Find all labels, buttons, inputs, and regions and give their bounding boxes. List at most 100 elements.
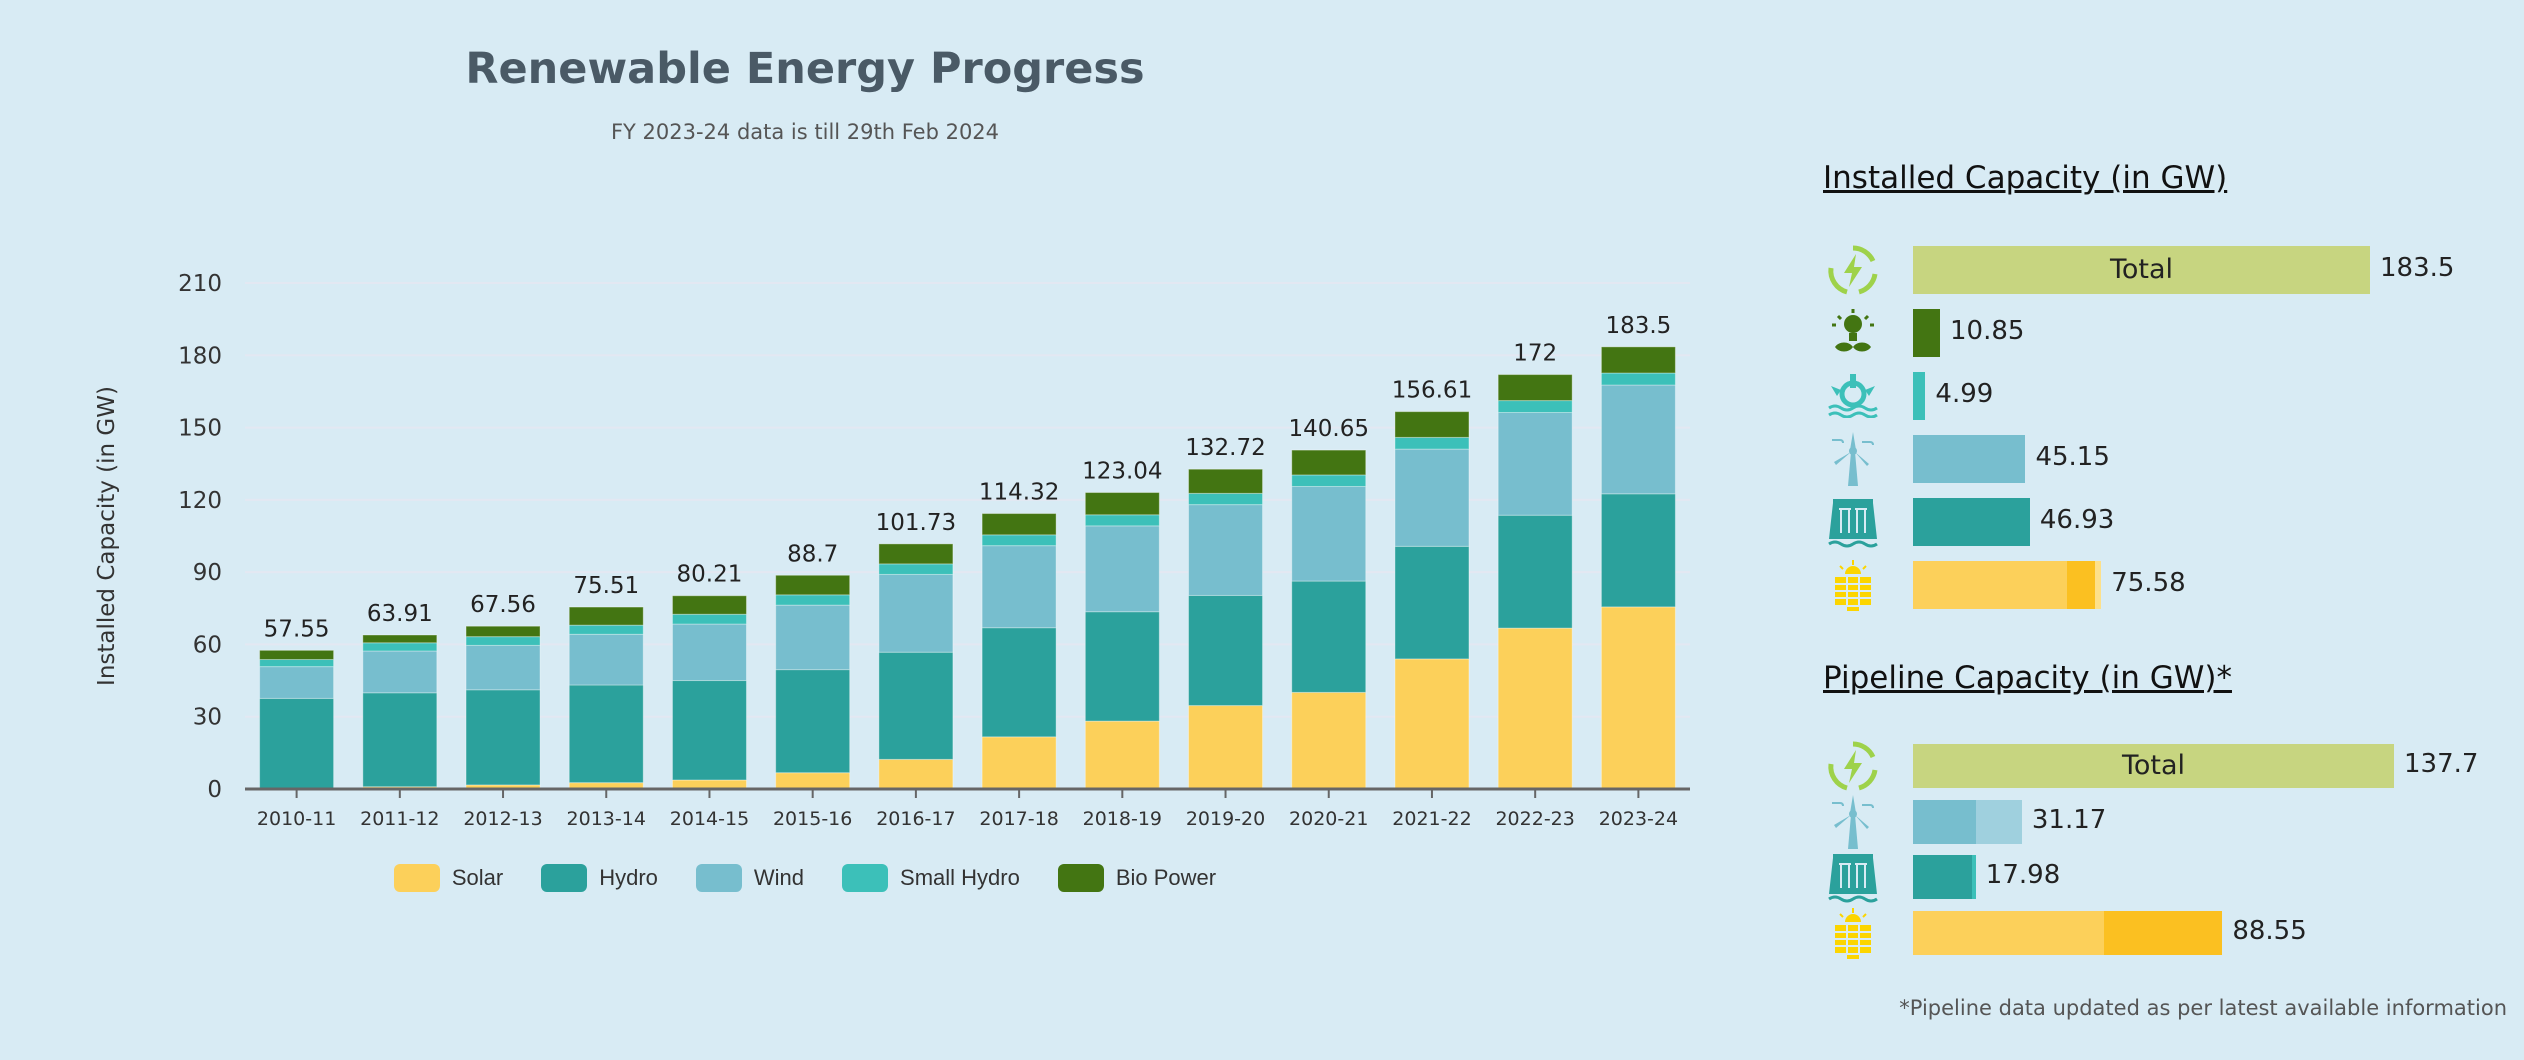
- legend-label: Bio Power: [1115, 865, 1217, 890]
- chart-legend: Solar Hydro Wind Small Hydro Bio Power: [0, 864, 1610, 892]
- bar-segment-hydro: [1497, 514, 1573, 629]
- y-tick-label: 150: [178, 416, 222, 442]
- capacity-row: 31.17: [1823, 794, 2106, 849]
- bar-segment-solar: [1394, 658, 1470, 790]
- capacity-value: 88.55: [2232, 915, 2307, 946]
- bar-segment-solar: [1188, 705, 1264, 790]
- bar-segment-small-hydro: [1291, 474, 1367, 487]
- bar-segment: [1975, 799, 2022, 844]
- x-tick-label: 2022-23: [1495, 808, 1574, 830]
- capacity-row: 10.85: [1823, 309, 2024, 357]
- pipeline-capacity-title: Pipeline Capacity (in GW)*: [1823, 660, 2232, 696]
- bar-segment-bio-power: [1291, 449, 1367, 476]
- bar-segment: [1913, 561, 2068, 609]
- bar-segment-small-hydro: [259, 659, 335, 668]
- bar-segment: [1913, 435, 2026, 483]
- bar-segment-small-hydro: [1084, 514, 1160, 527]
- bar-segment: [1913, 799, 1976, 844]
- legend-item[interactable]: Solar: [393, 864, 504, 892]
- capacity-value: 45.15: [2035, 442, 2110, 472]
- bar-segment: [2067, 561, 2095, 609]
- total-data-label: 57.55: [264, 616, 330, 642]
- legend-label: Solar: [451, 865, 504, 890]
- x-tick-label: 2016-17: [876, 808, 955, 830]
- bar-segment-hydro: [1600, 493, 1676, 608]
- capacity-row: 46.93: [1823, 498, 2114, 548]
- x-tick-label: 2014-15: [670, 808, 749, 830]
- bar-segment-solar: [1497, 627, 1573, 790]
- capacity-value: 46.93: [2039, 505, 2115, 535]
- bar-segment-bio-power: [259, 649, 335, 661]
- bar-segment-bio-power: [568, 606, 644, 626]
- bar-segment-hydro: [465, 689, 541, 786]
- bar-segment-small-hydro: [1188, 492, 1264, 506]
- bar-segment-hydro: [671, 680, 747, 781]
- legend-item[interactable]: Hydro: [541, 864, 658, 892]
- bar-segment-wind: [981, 545, 1057, 629]
- x-tick-label: 2012-13: [463, 808, 542, 830]
- total-data-label: 80.21: [677, 562, 743, 588]
- bar-segment-small-hydro: [465, 636, 541, 646]
- bar-segment: [2104, 910, 2223, 955]
- capacity-value: 183.5: [2380, 253, 2455, 283]
- legend-swatch: [541, 864, 588, 892]
- capacity-bar: [1913, 561, 2102, 609]
- capacity-row: 17.98: [1823, 854, 2060, 903]
- y-tick-label: 210: [178, 271, 222, 297]
- bar-segment: [1913, 372, 1926, 420]
- total-data-label: 183.5: [1605, 313, 1671, 339]
- capacity-row: 45.15: [1823, 432, 2110, 486]
- renewable-energy-icon: [1823, 242, 1883, 298]
- bar-segment-bio-power: [465, 625, 541, 638]
- x-tick-label: 2011-12: [360, 808, 439, 830]
- bar-segment-solar: [775, 772, 851, 790]
- bar-segment-wind: [1600, 384, 1676, 495]
- capacity-bar: [1913, 309, 1941, 357]
- bar-segment-small-hydro: [1394, 436, 1470, 450]
- legend-swatch: [695, 864, 742, 892]
- hydro-dam-icon: [1823, 494, 1883, 550]
- capacity-bar: [1913, 498, 2030, 546]
- bar-segment-bio-power: [981, 513, 1057, 536]
- bar-segment-small-hydro: [671, 613, 747, 625]
- bar-segment-small-hydro: [1497, 400, 1573, 413]
- legend-item[interactable]: Small Hydro: [842, 864, 1020, 892]
- bar-segment-hydro: [775, 669, 851, 774]
- bar-segment-solar: [981, 736, 1057, 790]
- total-data-label: 67.56: [470, 592, 536, 618]
- bar-segment-wind: [259, 666, 335, 699]
- x-tick-label: 2013-14: [567, 808, 646, 830]
- capacity-bar: Total: [1913, 246, 2370, 294]
- bar-segment-hydro: [878, 651, 954, 760]
- bar-segment-wind: [1188, 504, 1264, 596]
- footnote: *Pipeline data updated as per latest ava…: [1899, 996, 2507, 1020]
- total-data-label: 75.51: [573, 573, 639, 599]
- capacity-value: 17.98: [1985, 860, 2061, 890]
- capacity-bar: [1913, 435, 2026, 483]
- legend-item[interactable]: Wind: [695, 864, 804, 892]
- x-tick-label: 2018-19: [1083, 808, 1162, 830]
- y-tick-label: 120: [178, 488, 222, 514]
- bar-segment-wind: [1497, 411, 1573, 516]
- total-data-label: 63.91: [367, 601, 433, 627]
- bar-segment-bio-power: [1497, 374, 1573, 402]
- chart-title: Renewable Energy Progress: [465, 44, 1145, 94]
- wind-turbine-icon: [1823, 431, 1883, 487]
- bar-segment-wind: [1084, 525, 1160, 613]
- bar-segment: [1913, 744, 2394, 788]
- small-hydro-icon: [1823, 368, 1883, 424]
- total-data-label: 101.73: [876, 510, 956, 536]
- y-axis-label: Installed Capacity (in GW): [94, 386, 120, 686]
- y-tick-label: 0: [207, 777, 222, 803]
- legend-item[interactable]: Bio Power: [1057, 864, 1217, 892]
- bar-segment-hydro: [1394, 545, 1470, 660]
- total-label: Total: [2109, 254, 2174, 285]
- capacity-bar: [1913, 372, 1926, 420]
- bar-segment-small-hydro: [568, 624, 644, 635]
- total-data-label: 140.65: [1289, 416, 1369, 442]
- bar-segment-wind: [671, 623, 747, 682]
- bar-segment-wind: [362, 650, 438, 694]
- bar-segment-solar: [1291, 691, 1367, 790]
- bar-segment-small-hydro: [981, 534, 1057, 547]
- y-tick-label: 30: [193, 705, 222, 731]
